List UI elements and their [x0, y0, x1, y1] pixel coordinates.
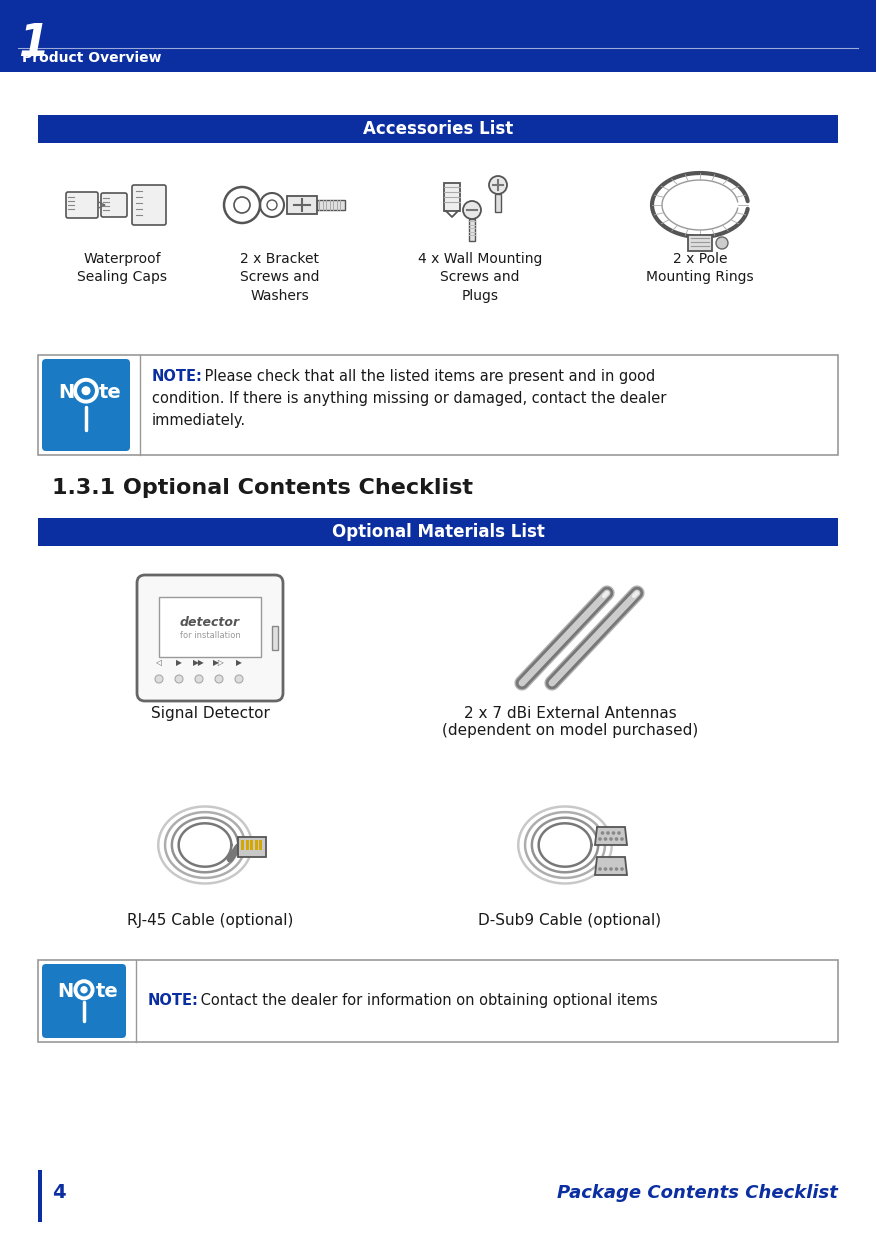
- Circle shape: [609, 867, 613, 870]
- Circle shape: [620, 837, 624, 841]
- Text: te: te: [99, 383, 122, 402]
- Circle shape: [598, 867, 602, 870]
- Bar: [159, 596, 261, 657]
- Bar: [255, 839, 258, 849]
- Text: 4: 4: [52, 1183, 66, 1203]
- Bar: [272, 626, 278, 650]
- Text: ◁: ◁: [156, 658, 162, 667]
- Text: Please check that all the listed items are present and in good: Please check that all the listed items a…: [200, 370, 655, 384]
- Text: Optional Materials List: Optional Materials List: [331, 523, 545, 541]
- Text: Product Overview: Product Overview: [22, 51, 161, 64]
- Text: 1: 1: [18, 22, 49, 64]
- Polygon shape: [595, 857, 627, 875]
- Circle shape: [609, 837, 613, 841]
- Text: NOTE:: NOTE:: [148, 993, 199, 1008]
- Circle shape: [489, 176, 507, 193]
- Bar: [0, 0, 876, 72]
- Circle shape: [618, 831, 621, 835]
- Text: ▶: ▶: [176, 658, 182, 667]
- Bar: [245, 839, 249, 849]
- Text: detector: detector: [180, 615, 240, 629]
- Circle shape: [598, 837, 602, 841]
- Text: immediately.: immediately.: [152, 413, 246, 428]
- Text: N: N: [58, 982, 74, 1001]
- Circle shape: [175, 675, 183, 683]
- Bar: [317, 200, 345, 210]
- Circle shape: [611, 831, 615, 835]
- Circle shape: [716, 237, 728, 249]
- Circle shape: [81, 987, 87, 993]
- Text: ▶▷: ▶▷: [213, 658, 225, 667]
- Text: Waterproof
Sealing Caps: Waterproof Sealing Caps: [77, 252, 167, 284]
- Text: 4 x Wall Mounting
Screws and
Plugs: 4 x Wall Mounting Screws and Plugs: [418, 252, 542, 303]
- Text: 1.3.1 Optional Contents Checklist: 1.3.1 Optional Contents Checklist: [52, 477, 473, 498]
- FancyBboxPatch shape: [132, 185, 166, 224]
- Text: D-Sub9 Cable (optional): D-Sub9 Cable (optional): [478, 913, 661, 928]
- Circle shape: [606, 831, 610, 835]
- Text: 2 x Bracket
Screws and
Washers: 2 x Bracket Screws and Washers: [240, 252, 320, 303]
- FancyBboxPatch shape: [42, 963, 126, 1038]
- Bar: [38, 518, 838, 546]
- Bar: [38, 1171, 42, 1221]
- Text: RJ-45 Cable (optional): RJ-45 Cable (optional): [127, 913, 293, 928]
- Bar: [495, 193, 501, 212]
- Text: condition. If there is anything missing or damaged, contact the dealer: condition. If there is anything missing …: [152, 391, 667, 405]
- Polygon shape: [595, 827, 627, 844]
- Text: Signal Detector: Signal Detector: [151, 706, 270, 720]
- Text: te: te: [96, 982, 119, 1001]
- Circle shape: [215, 675, 223, 683]
- Text: ▶▶: ▶▶: [193, 658, 205, 667]
- Circle shape: [615, 837, 618, 841]
- Bar: [469, 219, 475, 241]
- Text: Package Contents Checklist: Package Contents Checklist: [557, 1184, 838, 1202]
- Text: N: N: [58, 383, 74, 402]
- Bar: [241, 839, 244, 849]
- Circle shape: [155, 675, 163, 683]
- Bar: [238, 837, 266, 857]
- Circle shape: [235, 675, 243, 683]
- Bar: [38, 960, 838, 1042]
- Circle shape: [195, 675, 203, 683]
- Circle shape: [82, 387, 90, 394]
- Circle shape: [615, 867, 618, 870]
- Bar: [688, 236, 712, 250]
- FancyBboxPatch shape: [66, 192, 98, 218]
- Circle shape: [604, 867, 607, 870]
- Bar: [287, 196, 317, 215]
- Text: 2 x 7 dBi External Antennas
(dependent on model purchased): 2 x 7 dBi External Antennas (dependent o…: [442, 706, 698, 738]
- Circle shape: [620, 867, 624, 870]
- Text: ▶: ▶: [236, 658, 242, 667]
- Circle shape: [601, 831, 604, 835]
- FancyBboxPatch shape: [101, 193, 127, 217]
- Bar: [38, 115, 838, 143]
- Text: NOTE:: NOTE:: [152, 370, 203, 384]
- FancyBboxPatch shape: [42, 360, 130, 451]
- Bar: [444, 184, 460, 211]
- Bar: [38, 355, 838, 455]
- Text: 2 x Pole
Mounting Rings: 2 x Pole Mounting Rings: [646, 252, 754, 284]
- Bar: [259, 839, 262, 849]
- FancyBboxPatch shape: [137, 575, 283, 701]
- Text: for installation: for installation: [180, 630, 240, 640]
- Bar: [250, 839, 253, 849]
- Text: Accessories List: Accessories List: [363, 120, 513, 138]
- Text: Contact the dealer for information on obtaining optional items: Contact the dealer for information on ob…: [196, 993, 658, 1008]
- Circle shape: [604, 837, 607, 841]
- Circle shape: [463, 201, 481, 219]
